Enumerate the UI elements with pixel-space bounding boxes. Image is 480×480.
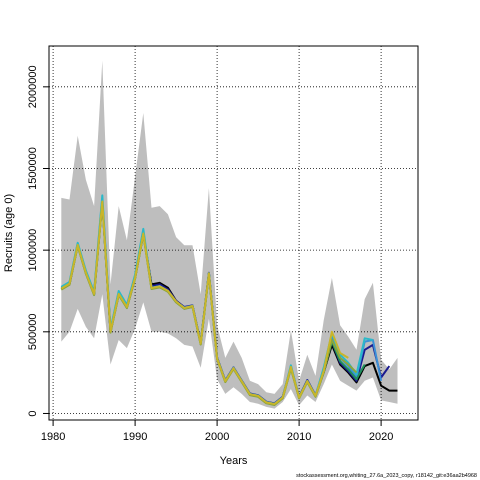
x-axis: 1980 1990 2000 2010 2020 [41,420,393,443]
x-tick-label: 1990 [123,431,147,443]
grid-layer [49,46,418,420]
plot-frame [48,45,419,421]
confidence-band-layer [61,60,398,409]
y-tick-label: 0 [27,410,39,416]
x-tick-label: 2020 [369,431,393,443]
footnote: stockassessment.org,whiting_27.6a_2023_c… [296,473,477,479]
y-tick-label: 2000000 [27,65,39,108]
y-tick-label: 500000 [27,313,39,350]
series-line-7 [60,200,349,405]
y-tick-label: 1500000 [27,147,39,190]
series-layer [60,194,398,406]
y-axis: 0 500000 1000000 1500000 2000000 [27,65,49,417]
y-axis-label: Recruits (age 0) [3,194,15,272]
x-axis-label: Years [220,455,248,467]
x-tick-label: 2010 [287,431,311,443]
x-tick-label: 2000 [205,431,229,443]
confidence-band [61,60,398,409]
x-tick-label: 1980 [41,431,65,443]
y-tick-label: 1000000 [27,229,39,272]
